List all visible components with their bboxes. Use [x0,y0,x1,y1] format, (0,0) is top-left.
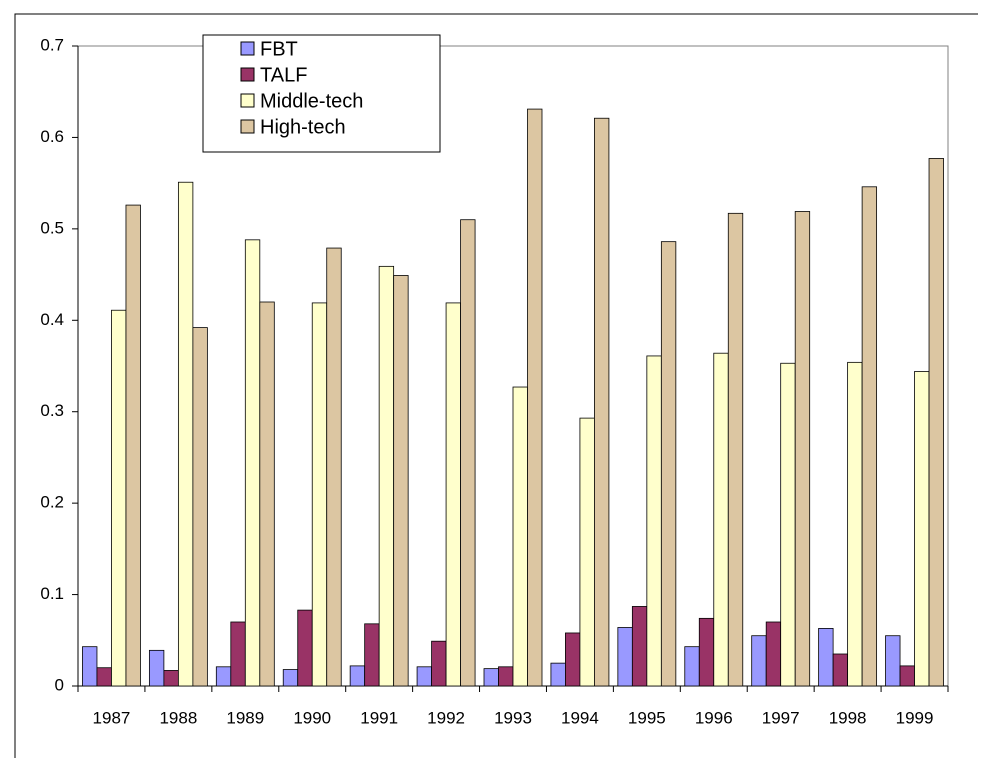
x-tick-label: 1994 [561,708,599,727]
bar [684,646,700,687]
bar [631,606,648,687]
x-tick-label: 1991 [360,708,398,727]
bar [780,362,796,687]
bar [96,667,112,687]
bar [861,186,878,687]
bar [832,653,849,687]
x-tick-label: 1996 [695,708,733,727]
bar [550,662,566,687]
bar [148,649,165,687]
x-tick-label: 1989 [226,708,264,727]
x-tick-label: 1999 [896,708,934,727]
bar [177,181,194,687]
legend-swatch [240,93,255,108]
x-tick-label: 1995 [628,708,666,727]
x-tick-label: 1997 [762,708,800,727]
bar [565,632,581,687]
bar [765,621,782,687]
bar [579,417,595,687]
bar [727,212,744,687]
y-tick-label: 0.6 [40,127,64,146]
bar [646,355,662,687]
bar [297,609,313,687]
x-tick-label: 1998 [829,708,867,727]
x-tick-label: 1987 [93,708,131,727]
bar [230,621,246,687]
bar [698,617,715,687]
legend-swatch [240,119,255,134]
bar [617,627,633,687]
legend-label: FBT [260,38,298,60]
bar [713,352,729,687]
bar [914,371,930,687]
bar [349,665,366,687]
bar [594,117,610,687]
legend-swatch [240,41,255,56]
bar [794,211,811,687]
bar [378,265,395,687]
bar [847,361,863,687]
bar [751,635,767,687]
bar [660,241,677,687]
bar [326,247,342,687]
legend-swatch [240,67,255,82]
bar [928,158,944,687]
legend-label: High-tech [260,116,346,138]
x-tick-label: 1990 [293,708,331,727]
bar [512,386,528,687]
bar [416,666,432,687]
y-tick-label: 0.3 [40,401,64,420]
bar [393,275,409,687]
y-tick-label: 0.7 [40,35,64,54]
x-tick-label: 1988 [159,708,197,727]
bar [498,666,514,687]
bar [282,669,299,687]
bar [111,309,127,687]
bar [192,327,208,687]
legend-label: TALF [260,64,307,86]
bar [431,640,447,687]
x-tick-label: 1992 [427,708,465,727]
bar [483,668,499,687]
frame [14,13,978,758]
bar [460,219,476,687]
bar [259,301,275,687]
bar [818,628,834,687]
bar [163,670,179,687]
y-tick-label: 0.5 [40,218,64,237]
bar [885,635,901,687]
bar [82,646,98,687]
y-tick-label: 0.2 [40,493,64,512]
legend-label: Middle-tech [260,90,363,112]
bar [899,665,915,687]
bar [125,204,141,687]
bar [364,623,380,687]
y-tick-label: 0.1 [40,584,64,603]
bar [445,302,461,687]
bar [311,302,328,687]
x-tick-label: 1993 [494,708,532,727]
y-tick-label: 0.4 [40,310,64,329]
bar [215,666,232,687]
bar [244,239,261,687]
bar [527,108,543,687]
y-tick-label: 0 [55,675,64,694]
